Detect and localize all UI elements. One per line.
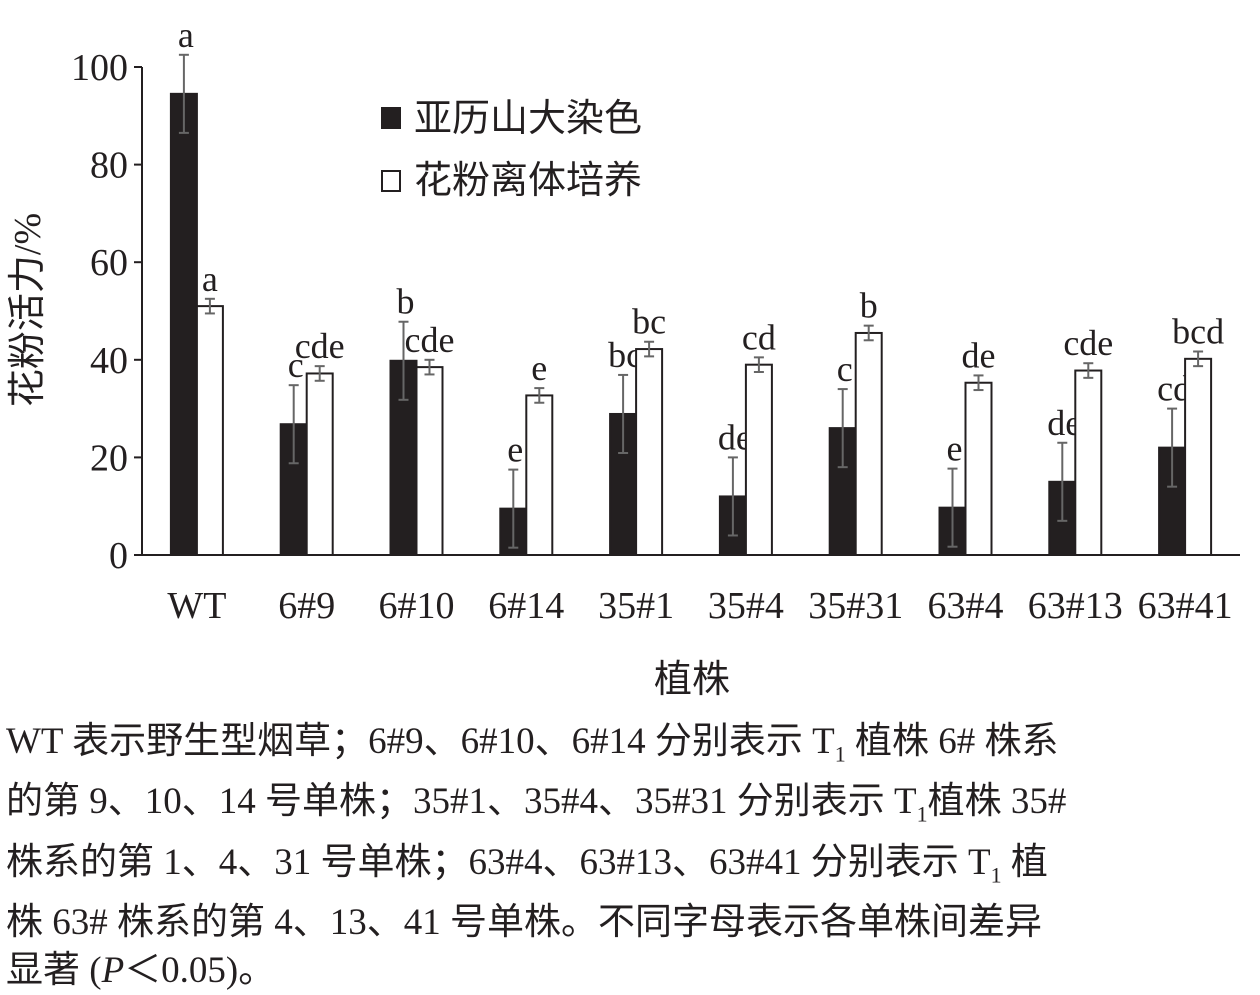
- x-tick-label: 6#14: [488, 585, 564, 627]
- y-tick-label: 100: [71, 47, 128, 89]
- legend-swatch-series-2: [381, 170, 401, 192]
- x-axis: WT 6#9 6#10 6#14 35#1 35#4 35#31 63#4 63#13 63#41: [142, 554, 1240, 627]
- significance-label: bc: [632, 302, 666, 342]
- caption-text: 显著 (: [6, 950, 102, 992]
- legend-swatch-series-1: [381, 107, 401, 129]
- caption-subscript: 1: [916, 801, 928, 827]
- significance-label: bcd: [1172, 312, 1224, 352]
- significance-label: c: [288, 345, 304, 385]
- caption-text: 株 63# 株系的第 4、13、41 号单株。不同字母表示各单株间差异: [6, 902, 1042, 944]
- caption-line: 显著 (P＜0.05)。: [6, 947, 1252, 995]
- caption-italic: P: [101, 950, 125, 992]
- x-tick-label: 35#4: [708, 585, 784, 627]
- y-tick-label: 60: [90, 242, 128, 284]
- y-axis: 0 20 40 60 80 100: [71, 47, 143, 577]
- bar-series-2: [195, 305, 224, 556]
- bar-series-2: [1074, 369, 1103, 557]
- x-tick-label: 6#10: [379, 585, 455, 627]
- caption-subscript: 1: [834, 741, 846, 767]
- caption-line: WT 表示野生型烟草；6#9、6#10、6#14 分别表示 T1 植株 6# 株…: [6, 718, 1252, 778]
- significance-label: b: [397, 282, 415, 322]
- significance-label: cde: [405, 320, 455, 360]
- x-tick-label: 35#31: [808, 585, 903, 627]
- caption-text: WT 表示野生型烟草；6#9、6#10、6#14 分别表示 T: [6, 721, 835, 762]
- significance-label: a: [178, 15, 194, 55]
- caption-text: ＜0.05)。: [124, 950, 276, 992]
- significance-label: cde: [295, 326, 345, 366]
- x-tick-label: 63#13: [1028, 585, 1123, 627]
- significance-label: e: [507, 430, 523, 470]
- bar-chart: 0 20 40 60 80 100 WT 6#9 6#10 6#14 35#1 35#4 35#31 6…: [7, 15, 1240, 701]
- significance-label: e: [947, 429, 963, 469]
- bar-series-2: [1184, 357, 1213, 556]
- caption-line: 株系的第 1、4、31 号单株；63#4、63#13、63#41 分别表示 T1…: [6, 839, 1252, 899]
- y-tick-label: 0: [109, 535, 128, 577]
- y-tick-label: 80: [90, 145, 128, 187]
- significance-label: a: [202, 259, 218, 299]
- x-tick-label: 6#9: [278, 585, 335, 627]
- caption-text: 株系的第 1、4、31 号单株；63#4、63#13、63#41 分别表示 T: [6, 841, 991, 883]
- significance-label: cde: [1063, 323, 1113, 363]
- bar-series-2: [635, 348, 664, 556]
- significance-label: c: [837, 349, 853, 389]
- significance-label: e: [531, 348, 547, 388]
- x-tick-label: 63#41: [1138, 585, 1233, 627]
- significance-label: b: [860, 286, 878, 326]
- y-tick-label: 20: [90, 437, 128, 479]
- y-axis-title: 花粉活力/%: [7, 213, 49, 407]
- bar-series-2: [964, 381, 993, 556]
- legend: 亚历山大染色 花粉离体培养: [381, 98, 642, 202]
- caption-text: 植株 35#: [927, 781, 1067, 823]
- legend-label-series-2: 花粉离体培养: [414, 160, 642, 202]
- bar-series-2: [305, 372, 334, 556]
- bar-series-1: [169, 92, 198, 556]
- caption-text: 的第 9、10、14 号单株；35#1、35#4、35#31 分别表示 T: [6, 781, 917, 823]
- x-tick-label: 63#4: [928, 585, 1004, 627]
- x-tick-label: WT: [167, 585, 226, 627]
- bar-series-2: [744, 363, 773, 556]
- significance-label: cd: [742, 317, 776, 357]
- caption-line: 的第 9、10、14 号单株；35#1、35#4、35#31 分别表示 T1植株…: [6, 778, 1252, 838]
- y-tick-label: 40: [90, 340, 128, 382]
- bar-series-2: [854, 331, 883, 556]
- caption-text: 植株 6# 株系: [845, 721, 1059, 762]
- figure-caption: WT 表示野生型烟草；6#9、6#10、6#14 分别表示 T1 植株 6# 株…: [6, 718, 1252, 995]
- bar-series-2: [525, 394, 554, 557]
- x-axis-title: 植株: [654, 659, 730, 701]
- caption-text: 植: [1001, 841, 1048, 883]
- caption-line: 株 63# 株系的第 4、13、41 号单株。不同字母表示各单株间差异: [6, 899, 1252, 947]
- bar-series-2: [415, 366, 444, 556]
- legend-label-series-1: 亚历山大染色: [414, 98, 642, 140]
- caption-subscript: 1: [990, 862, 1002, 888]
- x-tick-label: 35#1: [598, 585, 674, 627]
- significance-label: de: [962, 335, 996, 375]
